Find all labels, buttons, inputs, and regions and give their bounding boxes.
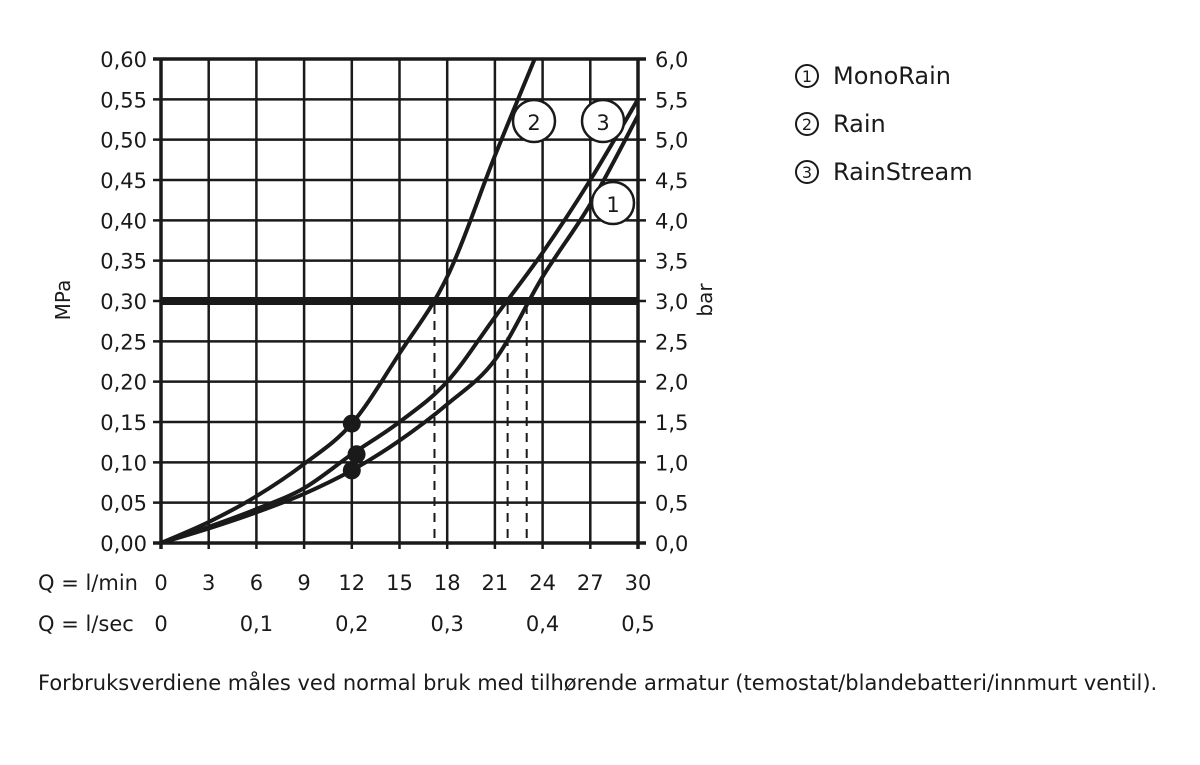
- y-tick-label-bar: 0,5: [655, 492, 688, 516]
- curve-label-circle-icon: [590, 180, 636, 226]
- legend-item-rain: 2 Rain: [795, 100, 973, 148]
- curve-label-circle-icon: [511, 98, 557, 144]
- y-tick-label-bar: 3,0: [655, 290, 688, 314]
- curve-monorain: [161, 114, 640, 543]
- y-tick-label-mpa: 0,55: [100, 88, 147, 112]
- circled-number-icon: 3: [795, 160, 819, 184]
- curve-rain: [161, 58, 537, 543]
- y-tick-label-mpa: 0,40: [100, 209, 147, 233]
- legend-label: RainStream: [833, 158, 973, 186]
- y-tick-label-bar: 2,0: [655, 371, 688, 395]
- y-tick-label-bar: 6,0: [655, 48, 688, 72]
- x-axis-title-lsec: Q = l/sec: [38, 612, 134, 636]
- y-tick-label-bar: 4,0: [655, 209, 688, 233]
- x-tick-label-lsec: 0,5: [621, 612, 654, 636]
- x-tick-label-lsec: 0,1: [240, 612, 273, 636]
- legend: 1 MonoRain 2 Rain 3 RainStream: [795, 52, 973, 196]
- data-point-marker: [342, 414, 361, 433]
- data-point-marker: [347, 445, 366, 464]
- data-point-marker: [342, 461, 361, 480]
- y-tick-label-bar: 0,0: [655, 532, 688, 556]
- x-tick-label-lmin: 0: [154, 571, 167, 595]
- y-tick-label-mpa: 0,00: [100, 532, 147, 556]
- legend-item-monorain: 1 MonoRain: [795, 52, 973, 100]
- x-tick-label-lmin: 27: [577, 571, 604, 595]
- x-tick-label-lsec: 0: [154, 612, 167, 636]
- y-tick-label-mpa: 0,35: [100, 250, 147, 274]
- y-tick-label-mpa: 0,15: [100, 411, 147, 435]
- x-tick-label-lmin: 6: [250, 571, 263, 595]
- y-tick-label-mpa: 0,45: [100, 169, 147, 193]
- y-tick-label-bar: 2,5: [655, 330, 688, 354]
- x-tick-label-lsec: 0,4: [526, 612, 559, 636]
- x-tick-label-lsec: 0,2: [335, 612, 368, 636]
- y-tick-label-mpa: 0,50: [100, 129, 147, 153]
- legend-label: Rain: [833, 110, 886, 138]
- curve-rainstream: [161, 98, 640, 543]
- y-tick-label-mpa: 0,30: [100, 290, 147, 314]
- y-axis-title-mpa: MPa: [51, 280, 75, 321]
- y-tick-label-mpa: 0,05: [100, 492, 147, 516]
- x-tick-label-lmin: 9: [297, 571, 310, 595]
- x-tick-label-lmin: 12: [338, 571, 365, 595]
- curve-label-circle-icon: [580, 98, 626, 144]
- curve-label-number: 1: [606, 193, 619, 217]
- y-tick-label-bar: 4,5: [655, 169, 688, 193]
- circled-number-icon: 2: [795, 112, 819, 136]
- x-tick-label-lmin: 3: [202, 571, 215, 595]
- x-tick-label-lsec: 0,3: [430, 612, 463, 636]
- y-axis-title-bar: bar: [693, 283, 717, 317]
- x-tick-label-lmin: 30: [625, 571, 652, 595]
- legend-item-rainstream: 3 RainStream: [795, 148, 973, 196]
- curve-label-number: 2: [527, 111, 540, 135]
- x-axis-title-lmin: Q = l/min: [38, 571, 138, 595]
- y-tick-label-bar: 5,5: [655, 88, 688, 112]
- y-tick-label-mpa: 0,20: [100, 371, 147, 395]
- x-tick-label-lmin: 18: [434, 571, 461, 595]
- y-tick-label-mpa: 0,60: [100, 48, 147, 72]
- x-tick-label-lmin: 21: [482, 571, 509, 595]
- y-tick-label-bar: 5,0: [655, 129, 688, 153]
- y-tick-label-bar: 1,5: [655, 411, 688, 435]
- y-tick-label-bar: 3,5: [655, 250, 688, 274]
- circled-number-icon: 1: [795, 64, 819, 88]
- flow-pressure-chart: 2 310,000,050,100,150,200,250,300,350,400…: [38, 48, 717, 636]
- curve-label-number: 3: [596, 111, 609, 135]
- x-tick-label-lmin: 15: [386, 571, 413, 595]
- legend-label: MonoRain: [833, 62, 952, 90]
- footnote: Forbruksverdiene måles ved normal bruk m…: [38, 671, 1158, 695]
- y-tick-label-mpa: 0,25: [100, 330, 147, 354]
- y-tick-label-bar: 1,0: [655, 451, 688, 475]
- x-tick-label-lmin: 24: [529, 571, 556, 595]
- y-tick-label-mpa: 0,10: [100, 451, 147, 475]
